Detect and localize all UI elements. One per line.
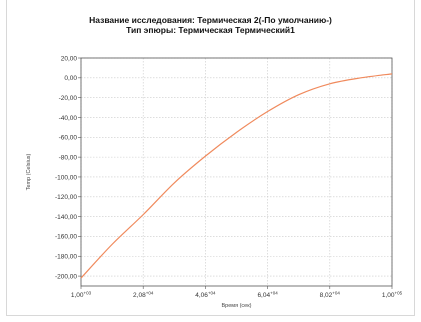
y-tick-label: -100,00	[55, 174, 77, 181]
plot-area	[80, 57, 393, 287]
x-tick-exponent: +04	[146, 291, 154, 296]
y-tick-label: 20,00	[61, 55, 78, 62]
y-tick-label: -120,00	[55, 194, 77, 201]
y-tick-label: 0,00	[64, 75, 77, 82]
x-tick-label: 1,00+03	[71, 291, 92, 300]
y-tick-label: -60,00	[59, 135, 78, 142]
chart-subtitle: Тип эпюры: Термическая Термический1	[126, 25, 295, 35]
x-tick-mantissa: 1,00	[382, 292, 395, 299]
x-tick-label: 8,02+04	[320, 291, 341, 300]
x-tick-mantissa: 6,04	[257, 292, 270, 299]
x-tick-mantissa: 8,02	[320, 292, 333, 299]
x-tick-exponent: +04	[270, 291, 278, 296]
y-tick-label: -20,00	[59, 95, 78, 102]
y-tick-label: -160,00	[55, 234, 77, 241]
x-tick-exponent: +05	[395, 291, 403, 296]
x-tick-label: 1,00+05	[382, 291, 403, 300]
x-tick-mantissa: 2,08	[133, 292, 146, 299]
y-tick-label: -140,00	[55, 214, 77, 221]
chart-frame	[6, 0, 415, 316]
x-tick-mantissa: 4,06	[195, 292, 208, 299]
x-tick-label: 4,06+04	[195, 291, 216, 300]
x-tick-exponent: +03	[84, 291, 92, 296]
series-group	[80, 73, 393, 279]
y-tick-label: -80,00	[59, 154, 78, 161]
x-tick-mantissa: 1,00	[71, 292, 84, 299]
grid-lines	[80, 57, 393, 286]
x-tick-label: 2,08+04	[133, 291, 154, 300]
y-tick-label: -180,00	[55, 254, 77, 261]
y-tick-label: -200,00	[55, 273, 77, 280]
y-axis-label: Temp (Celsius)	[26, 154, 32, 191]
y-axis-ticks: 20,00 0,00 -20,00 -40,00 -60,00 -80,00 -100,00…	[55, 55, 81, 280]
x-tick-label: 6,04+04	[257, 291, 278, 300]
x-tick-exponent: +04	[208, 291, 216, 296]
temperature-series-line	[80, 73, 393, 279]
x-axis-ticks: 1,00+03 2,08+04 4,06+04 6,04+04 8,02+04 1,00+…	[71, 286, 403, 299]
x-tick-exponent: +04	[332, 291, 340, 296]
x-axis-label: Время (сек)	[222, 303, 252, 309]
chart-title: Название исследования: Термическая 2(-По…	[89, 15, 332, 25]
y-tick-label: -40,00	[59, 115, 78, 122]
